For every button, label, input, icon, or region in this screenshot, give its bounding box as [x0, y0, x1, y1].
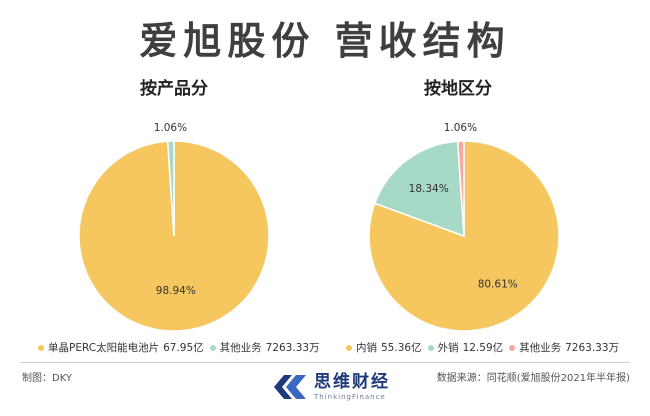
brand-logo-icon — [274, 375, 306, 399]
brand-name: 思维财经 — [314, 372, 390, 392]
legend-product: 单晶PERC太阳能电池片 67.95亿 其他业务 7263.33万 — [38, 340, 326, 355]
pie-title-product: 按产品分 — [140, 79, 208, 99]
legend-label: 单晶PERC太阳能电池片 — [48, 342, 160, 354]
slice-data-label: 1.06% — [444, 122, 477, 134]
pie-slice — [166, 140, 175, 237]
legend-value: 12.59亿 — [462, 342, 504, 354]
legend-item: 内销 55.36亿 — [346, 340, 422, 355]
legend-value: 67.95亿 — [163, 342, 204, 354]
legend-item: 外销 12.59亿 — [427, 340, 504, 355]
source-text: 数据来源：同花顺(爱旭股份2021年半年报) — [436, 373, 630, 384]
slice-data-label: 98.94% — [156, 285, 196, 297]
legend-item: 其他业务 7263.33万 — [209, 340, 320, 355]
legend-label: 内销 — [356, 342, 377, 354]
legend-swatch — [209, 344, 216, 351]
credit-text: 制图：DKY — [22, 373, 73, 384]
pie-slice — [373, 140, 465, 238]
legend-value: 7263.33万 — [265, 342, 320, 354]
legend-value: 55.36亿 — [381, 342, 422, 354]
legend-swatch — [346, 344, 352, 351]
legend-item: 其他业务 7263.33万 — [509, 340, 619, 355]
legend-swatch — [427, 344, 434, 351]
pie-slice — [368, 140, 560, 332]
pie-chart-product: 98.94% 1.06% — [78, 122, 270, 332]
legend-value: 7263.33万 — [565, 342, 620, 354]
slice-data-label: 80.61% — [478, 278, 518, 290]
legend-label: 其他业务 — [519, 342, 562, 354]
chart-main-title: 爱旭股份 营收结构 — [139, 19, 511, 63]
slice-data-label: 18.34% — [409, 183, 449, 195]
footer-divider — [20, 362, 630, 363]
pie-title-region: 按地区分 — [424, 79, 492, 99]
legend-label: 外销 — [437, 342, 459, 354]
legend-region: 内销 55.36亿 外销 12.59亿 其他业务 7263.33万 — [346, 340, 625, 355]
slice-data-label: 1.06% — [154, 122, 187, 134]
legend-item: 单晶PERC太阳能电池片 67.95亿 — [38, 340, 204, 355]
brand-tagline: ThinkingFinance — [314, 393, 386, 401]
legend-label: 其他业务 — [219, 342, 262, 354]
legend-swatch — [509, 344, 516, 351]
pie-slice — [456, 140, 465, 237]
brand: 思维财经 ThinkingFinance — [272, 371, 390, 403]
pie-chart-region: 80.61% 18.34% 1.06% — [368, 122, 560, 332]
legend-swatch — [38, 344, 44, 351]
